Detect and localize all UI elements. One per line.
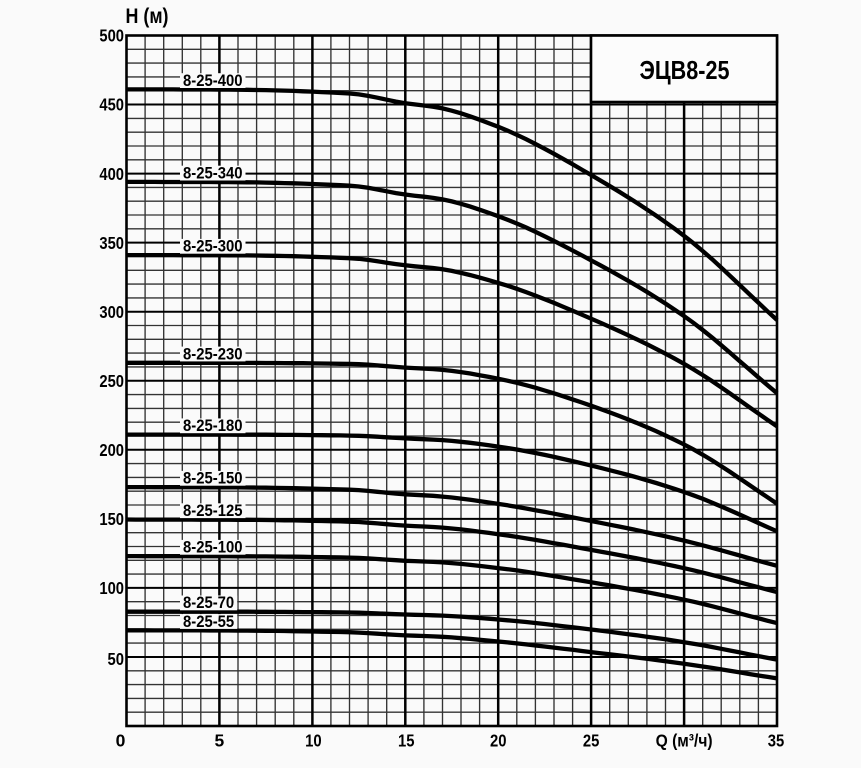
svg-text:400: 400: [99, 164, 124, 184]
svg-text:200: 200: [99, 440, 124, 460]
svg-text:8-25-180: 8-25-180: [183, 417, 243, 435]
svg-text:150: 150: [99, 509, 124, 529]
svg-text:8-25-55: 8-25-55: [183, 613, 234, 631]
svg-text:5: 5: [215, 731, 225, 751]
svg-text:10: 10: [305, 731, 322, 751]
svg-text:8-25-300: 8-25-300: [183, 238, 243, 256]
svg-text:100: 100: [99, 578, 124, 598]
svg-text:H (м): H (м): [126, 5, 169, 28]
svg-text:8-25-400: 8-25-400: [183, 72, 243, 90]
svg-text:500: 500: [99, 26, 124, 46]
svg-text:8-25-150: 8-25-150: [183, 470, 243, 488]
svg-text:15: 15: [398, 731, 415, 751]
svg-text:25: 25: [583, 731, 600, 751]
svg-text:450: 450: [99, 95, 124, 115]
svg-text:50: 50: [108, 649, 125, 669]
svg-text:8-25-70: 8-25-70: [183, 594, 234, 612]
svg-text:35: 35: [768, 731, 785, 751]
svg-text:0: 0: [116, 731, 126, 751]
svg-text:8-25-340: 8-25-340: [183, 164, 243, 182]
svg-text:Q (м³/ч): Q (м³/ч): [656, 731, 713, 751]
svg-text:350: 350: [99, 233, 124, 253]
svg-text:250: 250: [99, 371, 124, 391]
svg-text:8-25-230: 8-25-230: [183, 345, 243, 363]
svg-text:8-25-100: 8-25-100: [183, 539, 243, 557]
svg-text:20: 20: [490, 731, 507, 751]
svg-text:8-25-125: 8-25-125: [183, 502, 243, 520]
svg-text:300: 300: [99, 302, 124, 322]
svg-text:ЭЦВ8-25: ЭЦВ8-25: [640, 55, 730, 85]
